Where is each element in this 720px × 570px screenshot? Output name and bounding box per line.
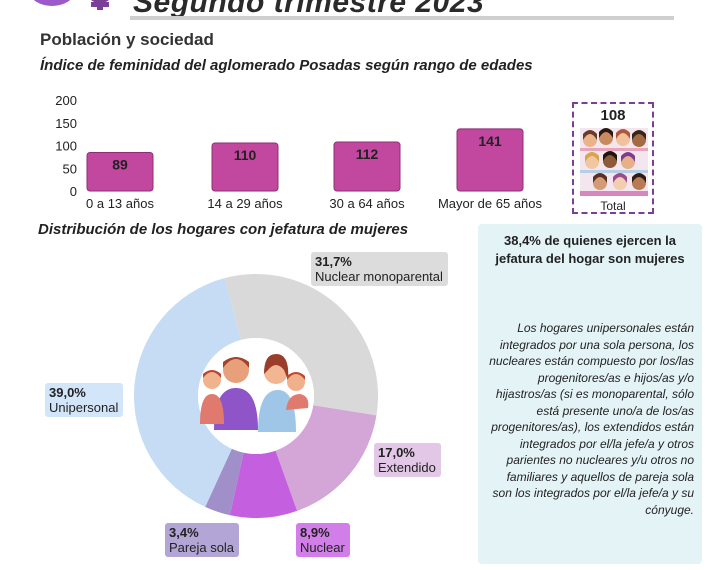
bar	[456, 128, 524, 192]
section-title: Población y sociedad	[40, 30, 214, 49]
label-extendido-value: 17,0%	[378, 445, 415, 460]
label-nuclear-monoparental-name: Nuclear monoparental	[315, 269, 443, 284]
label-nuclear-value: 8,9%	[300, 525, 330, 540]
bar-chart-title: Índice de feminidad del aglomerado Posad…	[40, 57, 533, 74]
label-pareja-sola: 3,4% Pareja sola	[165, 523, 240, 557]
y-tick-label: 200	[55, 93, 77, 108]
info-text: Los hogares unipersonales están integrad…	[489, 321, 694, 517]
label-nuclear-name: Nuclear	[300, 540, 345, 555]
donut-slice	[133, 278, 241, 507]
y-axis: 200 150 100 50 0	[55, 93, 77, 199]
donut-slice	[229, 450, 298, 518]
bar	[211, 142, 279, 192]
label-nuclear: 8,9% Nuclear	[296, 523, 350, 557]
bar-value-label: 89	[112, 157, 128, 173]
x-category-label: 14 a 29 años	[207, 196, 283, 211]
label-nuclear-monoparental: 31,7% Nuclear monoparental	[311, 252, 448, 286]
x-category-label: Mayor de 65 años	[438, 196, 543, 211]
donut-slice	[205, 448, 244, 516]
total-card: 108 Total	[572, 102, 654, 214]
y-tick-label: 100	[55, 139, 77, 154]
y-tick-label: 150	[55, 116, 77, 131]
y-tick-label: 0	[70, 184, 77, 199]
label-extendido-name: Extendido	[378, 460, 436, 475]
label-unipersonal-value: 39,0%	[49, 385, 86, 400]
label-nuclear-monoparental-value: 31,7%	[315, 254, 352, 269]
bar-value-label: 110	[234, 147, 257, 163]
women-group-illustration	[580, 128, 648, 196]
total-value: 108	[600, 107, 626, 124]
label-unipersonal-name: Unipersonal	[49, 400, 119, 415]
label-pareja-sola-value: 3,4%	[169, 525, 199, 540]
donut-chart-title: Distribución de los hogares con jefatura…	[38, 221, 409, 238]
header-divider	[130, 16, 674, 20]
venus-logo-icon	[33, 0, 109, 10]
x-category-label: 30 a 64 años	[329, 196, 405, 211]
label-unipersonal: 39,0% Unipersonal	[45, 383, 124, 417]
bar	[86, 152, 154, 192]
info-heading: 38,4% de quienes ejercen la jefatura del…	[495, 233, 685, 266]
x-category-label: 0 a 13 años	[86, 196, 154, 211]
bar-value-label: 112	[356, 146, 379, 162]
info-panel: 38,4% de quienes ejercen la jefatura del…	[478, 224, 702, 564]
page-title: Segundo trimestre 2023	[133, 0, 485, 19]
header-bar: Segundo trimestre 2023	[0, 0, 720, 24]
label-pareja-sola-name: Pareja sola	[169, 540, 235, 555]
total-label: Total	[600, 199, 626, 213]
bar	[333, 141, 401, 192]
bar-chart: 200 150 100 50 0 89 0 a 13 años 110 14 a 29 año…	[55, 93, 543, 211]
family-illustration	[200, 354, 309, 432]
donut-slice	[275, 405, 377, 511]
bar-value-label: 141	[478, 133, 502, 149]
y-tick-label: 50	[63, 161, 77, 176]
label-extendido: 17,0% Extendido	[374, 443, 441, 477]
donut-slice	[224, 274, 379, 416]
